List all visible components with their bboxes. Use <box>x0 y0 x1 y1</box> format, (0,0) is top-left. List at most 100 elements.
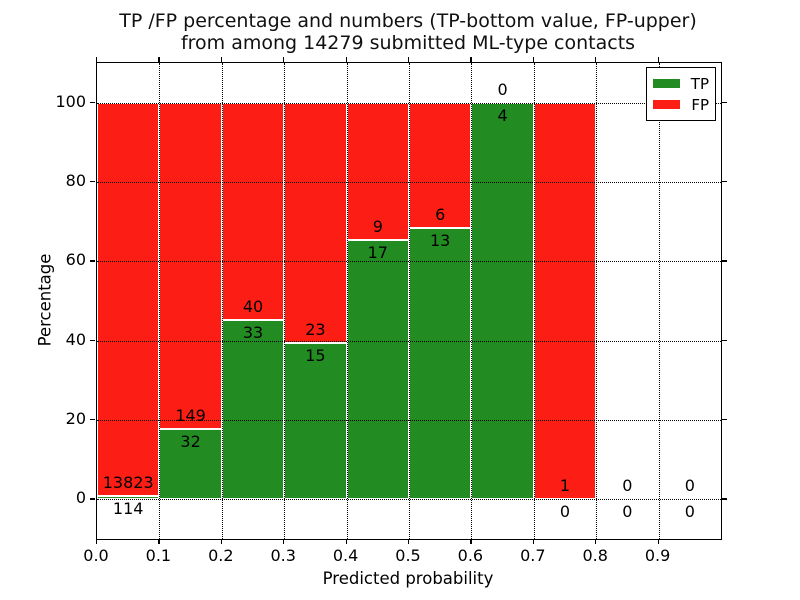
x-tick-mark <box>408 539 410 544</box>
tp-count-label: 4 <box>497 105 508 125</box>
y-tick-mark <box>722 260 727 262</box>
tp-count-label: 114 <box>112 499 144 519</box>
x-tick-mark <box>283 539 285 544</box>
tp-count-label: 0 <box>622 502 633 522</box>
tp-count-label: 17 <box>367 242 388 262</box>
gridline-horizontal <box>97 499 721 501</box>
gridline-vertical <box>533 63 535 539</box>
plot-area: TP FP 13823 114 149 32 40 33 23 15 9 17 6 13 0 4 1 0 0 0 0 0 <box>96 62 722 540</box>
gridline-vertical <box>596 63 598 539</box>
gridline-vertical <box>409 63 410 539</box>
x-tick-mark <box>158 539 160 544</box>
fp-count-label: 1 <box>559 476 571 496</box>
y-tick-mark <box>90 101 95 103</box>
legend-row: FP <box>653 94 709 115</box>
y-tick-mark <box>722 339 727 341</box>
x-tick-mark <box>532 539 535 544</box>
legend-swatch-fp <box>653 100 680 109</box>
tp-count-label: 13 <box>430 230 451 250</box>
x-tick-mark <box>657 57 659 62</box>
gridline-vertical <box>159 63 161 539</box>
y-tick-label: 20 <box>65 409 86 428</box>
bar-segment-tp <box>97 496 160 500</box>
gridline-vertical <box>221 63 223 539</box>
gridline-vertical <box>346 63 348 539</box>
y-tick-mark <box>722 101 727 103</box>
bar-segment-tp <box>159 429 222 500</box>
x-tick-mark <box>470 57 472 62</box>
legend-swatch-tp <box>653 79 680 88</box>
bar-segment-fp <box>533 102 597 500</box>
y-tick-mark <box>90 181 95 183</box>
x-tick-mark <box>595 539 597 544</box>
x-tick-mark <box>345 57 347 62</box>
x-tick-label: 0.8 <box>582 546 608 565</box>
x-tick-label: 0.6 <box>457 546 484 565</box>
fp-count-label: 9 <box>372 216 383 236</box>
tp-count-label: 15 <box>305 345 326 365</box>
gridline-horizontal <box>97 420 721 421</box>
x-tick-mark <box>220 57 223 62</box>
legend-label: FP <box>691 95 709 114</box>
y-tick-mark <box>722 419 727 421</box>
y-tick-mark <box>90 498 95 500</box>
fp-count-label: 6 <box>435 204 446 224</box>
fp-count-label: 0 <box>497 79 508 99</box>
gridline-horizontal <box>97 102 721 104</box>
x-tick-mark <box>470 539 472 544</box>
fp-count-label: 0 <box>622 476 633 496</box>
gridline-horizontal <box>97 182 721 183</box>
x-tick-mark <box>220 539 223 544</box>
bar-segment-tp <box>346 239 409 500</box>
y-tick-mark <box>90 260 95 262</box>
y-tick-label: 100 <box>55 91 86 111</box>
legend-row: TP <box>653 73 709 94</box>
x-tick-mark <box>158 57 160 62</box>
bar-segment-fp <box>221 102 285 320</box>
gridline-horizontal <box>97 340 721 342</box>
y-tick-mark <box>722 181 727 183</box>
gridline-vertical <box>284 63 286 539</box>
y-tick-label: 40 <box>65 329 86 349</box>
bar-segment-fp <box>97 102 160 497</box>
gridline-vertical <box>658 63 660 539</box>
bar-segment-tp <box>471 102 534 500</box>
x-tick-mark <box>532 57 535 62</box>
gridline-vertical <box>471 63 473 539</box>
legend: TP FP <box>646 67 716 121</box>
x-tick-mark <box>657 539 659 544</box>
x-tick-label: 0.5 <box>395 546 421 565</box>
x-tick-label: 0.4 <box>332 546 359 565</box>
y-tick-mark <box>722 498 727 500</box>
fp-count-label: 13823 <box>102 473 154 493</box>
x-tick-label: 0.0 <box>83 546 109 565</box>
x-tick-label: 0.1 <box>145 546 172 565</box>
x-axis-title: Predicted probability <box>322 569 494 588</box>
bar-segment-fp <box>159 102 222 430</box>
tp-count-label: 32 <box>180 432 201 452</box>
x-tick-label: 0.3 <box>270 546 296 565</box>
tp-count-label: 33 <box>242 323 264 343</box>
bar-segment-tp <box>221 320 285 500</box>
x-tick-label: 0.9 <box>644 546 671 565</box>
y-tick-label: 60 <box>65 250 86 270</box>
chart-title: TP /FP percentage and numbers (TP-bottom… <box>96 10 720 54</box>
y-tick-mark <box>90 339 95 341</box>
x-tick-mark <box>345 539 347 544</box>
fp-count-label: 149 <box>175 406 206 426</box>
chart-title-line1: TP /FP percentage and numbers (TP-bottom… <box>119 10 697 32</box>
x-tick-mark <box>408 57 410 62</box>
bar-segment-tp <box>409 227 472 500</box>
fp-count-label: 23 <box>305 319 326 339</box>
chart-title-line2: from among 14279 submitted ML-type conta… <box>180 31 636 54</box>
x-tick-label: 0.7 <box>520 546 546 565</box>
y-tick-label: 80 <box>65 171 86 190</box>
fp-count-label: 40 <box>242 297 264 317</box>
gridline-horizontal <box>97 261 721 263</box>
x-tick-mark <box>96 57 98 62</box>
x-tick-label: 0.2 <box>208 546 234 565</box>
bar-segment-fp <box>284 102 347 343</box>
bar-segment-tp <box>284 342 347 500</box>
x-tick-mark <box>283 57 285 62</box>
y-tick-mark <box>90 419 95 421</box>
